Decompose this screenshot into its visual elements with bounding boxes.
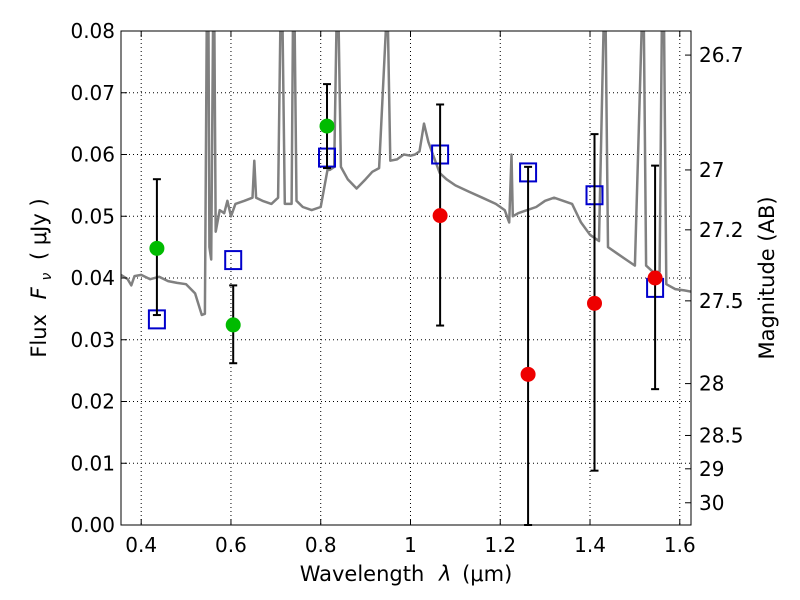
model-flux-square <box>224 250 243 271</box>
x-tick-label: 0.6 <box>215 533 247 557</box>
sed-line <box>121 31 691 317</box>
detection-point <box>225 317 241 333</box>
x-tick-label: 0.4 <box>125 533 157 557</box>
y2-axis-title: Magnitude (AB) <box>755 196 779 359</box>
y-ticks: 0.00 0.01 0.02 0.03 0.04 0.05 0.06 0.07 0.08 <box>70 19 127 537</box>
y-tick-label: 0.03 <box>70 328 115 352</box>
model-points <box>147 144 665 330</box>
upper-limit-point <box>647 270 663 286</box>
y2-tick-label: 26.7 <box>699 43 744 67</box>
y2-tick-label: 27.5 <box>699 289 744 313</box>
y2-tick-label: 27 <box>699 158 724 182</box>
y-tick-label: 0.05 <box>70 204 115 228</box>
y2-tick-label: 27.2 <box>699 218 744 242</box>
y-tick-label: 0.08 <box>70 19 115 43</box>
detection-point <box>319 118 335 134</box>
x-ticks: 0.4 0.6 0.8 1 1.2 1.4 1.6 <box>125 31 696 557</box>
plot-area <box>121 31 691 317</box>
y-tick-label: 0.06 <box>70 143 115 167</box>
x-tick-label: 1.4 <box>574 533 606 557</box>
y-tick-label: 0.01 <box>70 451 115 475</box>
y2-ticks: 26.7 27 27.2 27.5 28 28.5 29 30 <box>685 43 744 515</box>
y2-tick-label: 28 <box>699 372 724 396</box>
error-bars <box>152 83 660 526</box>
upper-limit-point <box>520 366 536 382</box>
y-tick-label: 0.04 <box>70 266 115 290</box>
upper-limit-point <box>587 295 603 311</box>
x-tick-label: 1.2 <box>484 533 516 557</box>
x-tick-label: 1.6 <box>664 533 696 557</box>
y-tick-label: 0.07 <box>70 81 115 105</box>
y-tick-label: 0.02 <box>70 390 115 414</box>
y-axis-title: Flux F ν ( μJy ) <box>27 198 56 357</box>
upper-limit-point <box>432 208 448 224</box>
y2-tick-label: 30 <box>699 491 724 515</box>
x-axis-title: Wavelength λ (μm) <box>300 562 513 586</box>
y2-tick-label: 29 <box>699 457 724 481</box>
x-tick-label: 1 <box>404 533 417 557</box>
measured-points <box>149 118 663 382</box>
x-tick-label: 0.8 <box>305 533 337 557</box>
y-tick-label: 0.00 <box>70 513 115 537</box>
detection-point <box>149 240 165 256</box>
y2-tick-label: 28.5 <box>699 423 744 447</box>
